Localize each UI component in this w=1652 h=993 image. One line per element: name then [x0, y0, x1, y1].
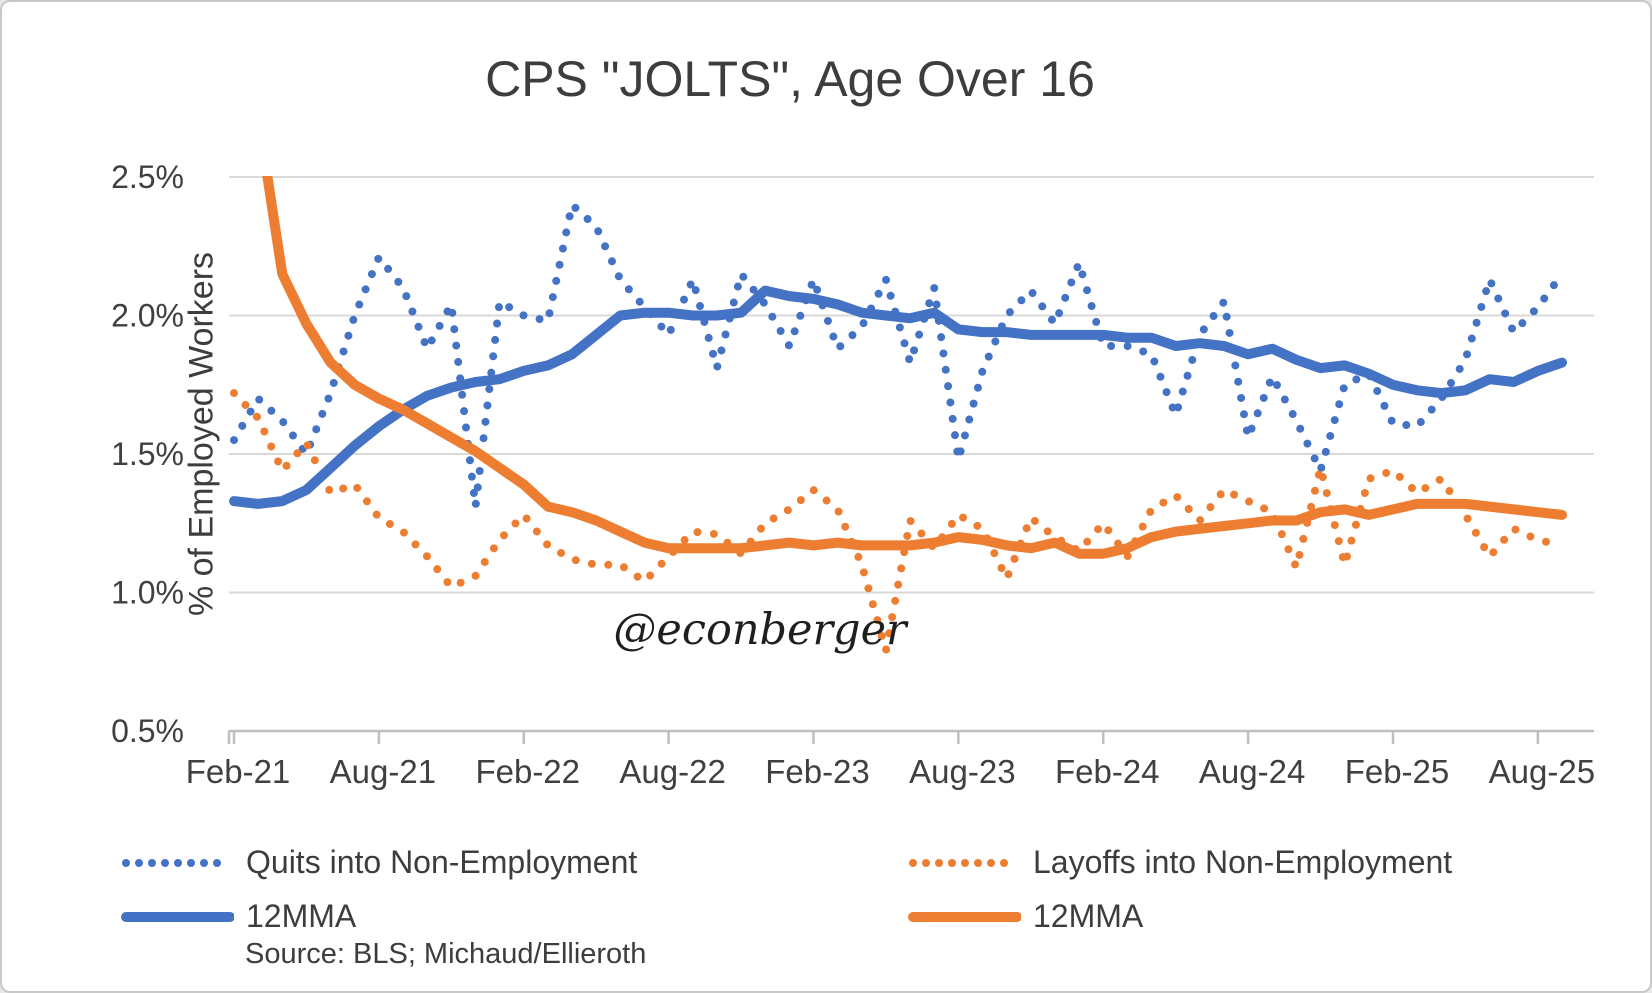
x-tick-label: Feb-22	[475, 753, 580, 790]
x-tick-label: Feb-23	[765, 753, 870, 790]
y-tick-label: 1.5%	[111, 436, 184, 472]
y-tick-label: 2.0%	[111, 298, 184, 334]
legend-item-layoffs-12mma: 12MMA	[907, 898, 1143, 935]
series-layoffs-12mma	[262, 176, 1567, 559]
x-tick-label: Aug-22	[619, 753, 725, 790]
legend-item-quits-dotted: Quits into Non-Employment	[120, 844, 637, 881]
source-note: Source: BLS; Michaud/Ellieroth	[245, 938, 647, 970]
legend-item-layoffs-dotted: Layoffs into Non-Employment	[907, 844, 1452, 881]
quits-solid-swatch-icon	[121, 911, 234, 922]
chart-title: CPS "JOLTS", Age Over 16	[485, 51, 1095, 107]
quits-dotted-swatch-icon	[122, 858, 234, 867]
series-quits-into-non-employment	[230, 200, 1566, 511]
layoffs-solid-swatch-icon	[908, 911, 1021, 922]
x-tick-label: Aug-21	[330, 753, 436, 790]
y-tick-label: 2.5%	[111, 159, 184, 195]
x-tick-label: Aug-23	[909, 753, 1015, 790]
layoffs-dotted-swatch-icon	[909, 858, 1021, 867]
legend-label-layoffs: Layoffs into Non-Employment	[1033, 844, 1453, 880]
x-tick-label: Aug-25	[1489, 753, 1595, 790]
x-tick-label: Feb-21	[186, 753, 291, 790]
legend-label-quits: Quits into Non-Employment	[246, 844, 638, 880]
legend-label-quits-12mma: 12MMA	[246, 898, 357, 934]
x-tick-label: Aug-24	[1199, 753, 1305, 790]
y-tick-label: 1.0%	[111, 575, 184, 611]
legend-item-quits-12mma: 12MMA	[120, 898, 356, 935]
y-tick-label: 0.5%	[111, 713, 184, 749]
series-quits-12mma	[229, 285, 1567, 509]
legend-label-layoffs-12mma: 12MMA	[1033, 898, 1144, 934]
series-layoffs-into-non-employment	[230, 389, 1566, 655]
x-tick-label: Feb-25	[1345, 753, 1450, 790]
x-tick-label: Feb-24	[1055, 753, 1160, 790]
watermark-text: @econberger	[613, 605, 907, 655]
